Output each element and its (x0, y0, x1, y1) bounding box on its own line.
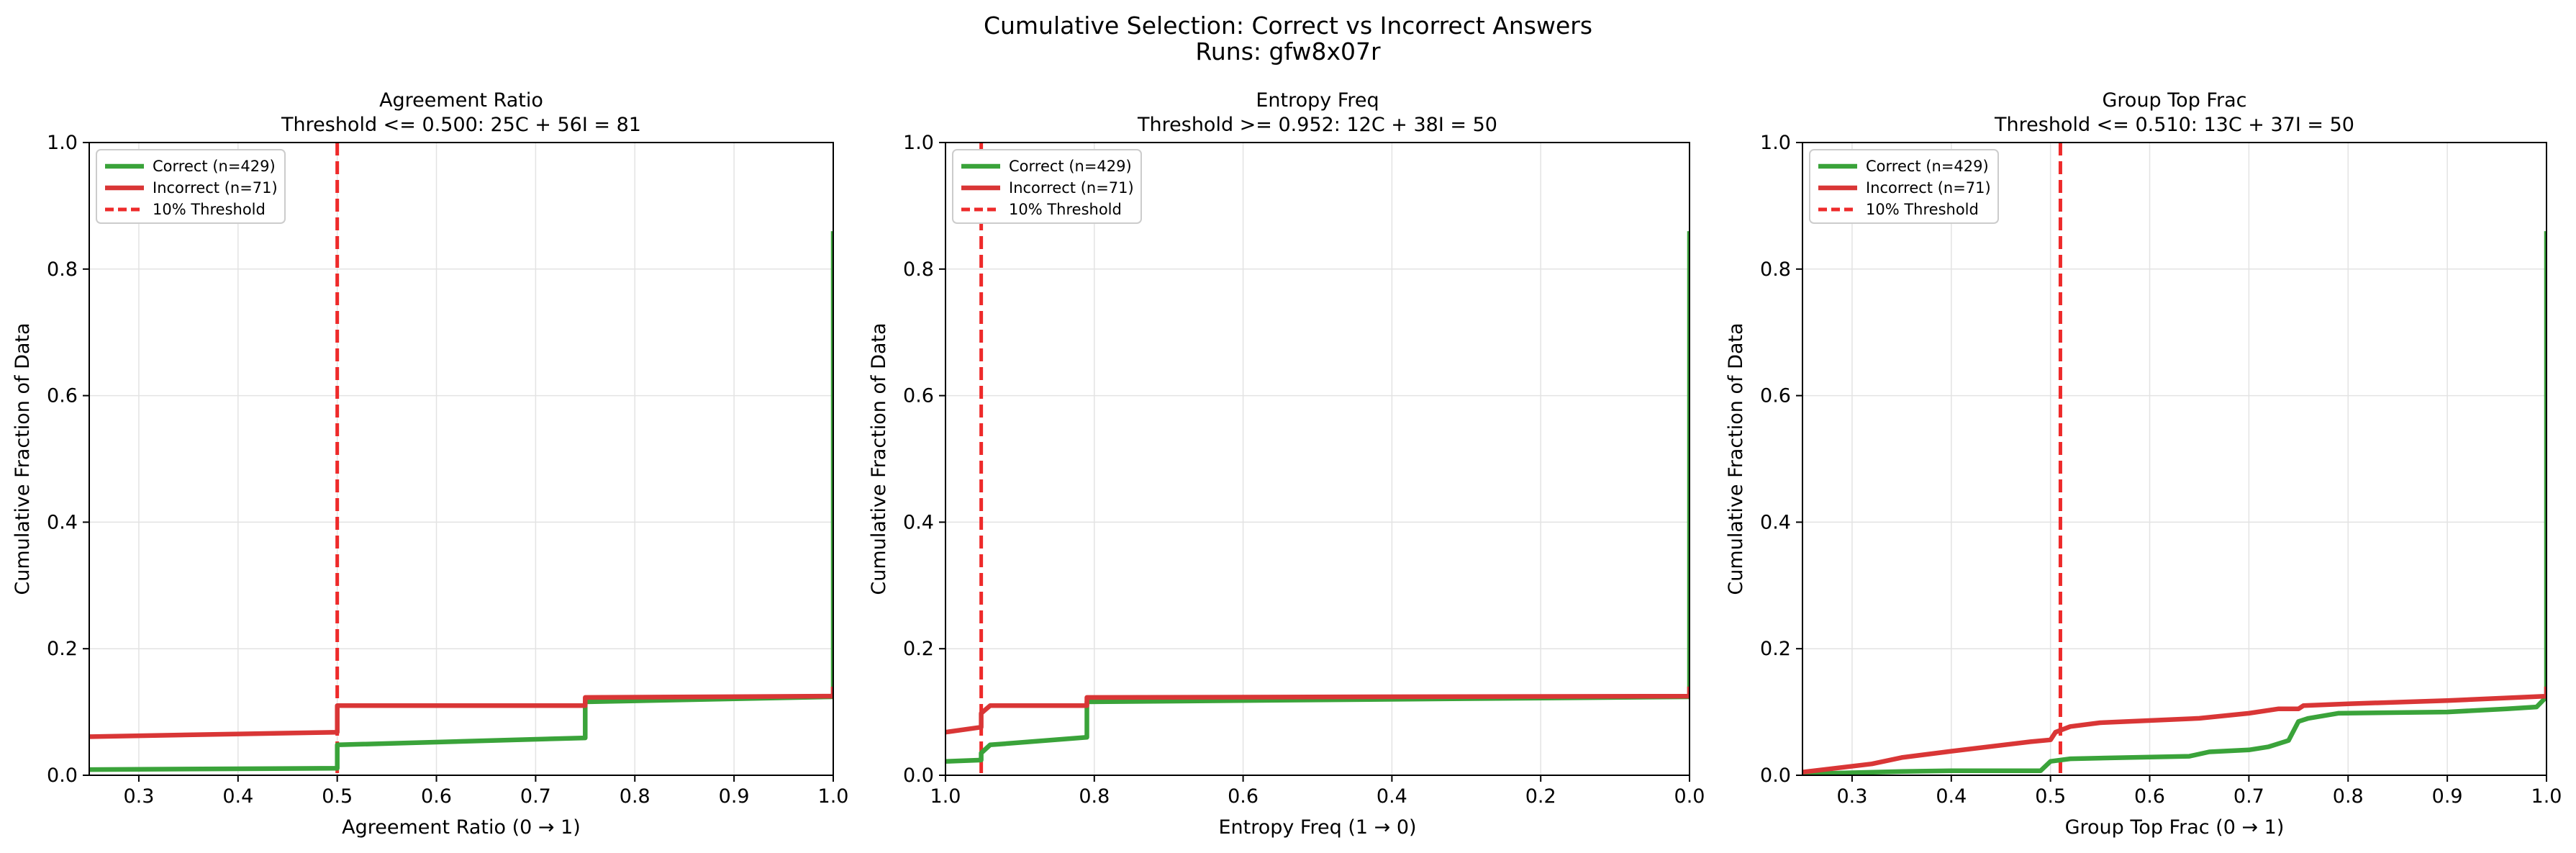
x-tick-label: 0.6 (1228, 785, 1258, 808)
axes-frame (945, 142, 1690, 776)
y-tick-label: 1.0 (47, 132, 78, 154)
panel-threshold-summary: Threshold >= 0.952: 12C + 38I = 50 (1137, 114, 1497, 136)
legend-incorrect-label: Incorrect (n=71) (1866, 179, 1991, 197)
legend-incorrect-label: Incorrect (n=71) (1009, 179, 1134, 197)
y-tick-label: 0.2 (1760, 638, 1791, 660)
x-tick-label: 0.8 (1079, 785, 1110, 808)
y-axis-label: Cumulative Fraction of Data (868, 322, 890, 595)
x-tick-label: 0.3 (1836, 785, 1867, 808)
panel-title: Agreement Ratio (379, 89, 543, 112)
y-tick-label: 0.6 (47, 385, 78, 407)
x-tick-label: 0.9 (719, 785, 750, 808)
x-axis-label: Group Top Frac (0 → 1) (2065, 816, 2285, 839)
x-tick-label: 0.7 (520, 785, 551, 808)
y-tick-label: 0.6 (903, 385, 934, 407)
legend-correct-label: Correct (n=429) (1009, 158, 1132, 175)
incorrect-series-line (89, 686, 833, 739)
x-tick-label: 0.6 (2134, 785, 2165, 808)
y-tick-label: 0.6 (1760, 385, 1791, 407)
y-axis-label: Cumulative Fraction of Data (1725, 322, 1747, 595)
x-axis-label: Agreement Ratio (0 → 1) (342, 816, 581, 839)
y-tick-label: 0.4 (1760, 511, 1791, 533)
y-tick-label: 0.8 (903, 258, 934, 281)
x-tick-label: 1.0 (818, 785, 849, 808)
x-tick-label: 0.8 (620, 785, 650, 808)
x-tick-label: 0.4 (1377, 785, 1407, 808)
x-tick-label: 0.5 (322, 785, 353, 808)
y-tick-label: 1.0 (1760, 132, 1791, 154)
incorrect-series-line (945, 686, 1690, 735)
y-tick-label: 0.4 (47, 511, 78, 533)
y-tick-label: 0.0 (903, 764, 934, 787)
legend: Correct (n=429) Incorrect (n=71) 10% Thres… (96, 149, 286, 224)
y-tick-label: 0.2 (903, 638, 934, 660)
plot-area (89, 143, 833, 775)
figure-subtitle: Runs: gfw8x07r (1195, 37, 1381, 66)
x-tick-label: 0.2 (1525, 785, 1556, 808)
legend-threshold-label: 10% Threshold (153, 201, 266, 218)
incorrect-series-line (1802, 686, 2546, 775)
legend-threshold-label: 10% Threshold (1009, 201, 1122, 218)
figure-title: Cumulative Selection: Correct vs Incorre… (983, 12, 1593, 40)
correct-series-line (1802, 231, 2546, 775)
x-tick-label: 0.7 (2233, 785, 2264, 808)
x-tick-label: 0.3 (123, 785, 154, 808)
legend-correct-label: Correct (n=429) (153, 158, 276, 175)
axes-frame (1802, 142, 2547, 776)
axes-frame (89, 142, 834, 776)
panel-title: Entropy Freq (1256, 89, 1379, 112)
x-tick-label: 0.4 (1936, 785, 1967, 808)
y-tick-label: 0.8 (1760, 258, 1791, 281)
legend-incorrect-label: Incorrect (n=71) (153, 179, 278, 197)
x-tick-label: 0.0 (1674, 785, 1705, 808)
y-tick-label: 0.2 (47, 638, 78, 660)
x-tick-label: 1.0 (930, 785, 961, 808)
plot-area (1802, 143, 2546, 775)
panel-title: Group Top Frac (2103, 89, 2247, 112)
x-tick-label: 0.5 (2035, 785, 2066, 808)
x-tick-label: 0.9 (2432, 785, 2463, 808)
legend: Correct (n=429) Incorrect (n=71) 10% Thres… (952, 149, 1142, 224)
y-axis-label: Cumulative Fraction of Data (12, 322, 34, 595)
y-tick-label: 0.0 (47, 764, 78, 787)
x-tick-label: 0.8 (2333, 785, 2364, 808)
legend-correct-label: Correct (n=429) (1866, 158, 1989, 175)
plot-area (945, 143, 1690, 775)
x-tick-label: 1.0 (2531, 785, 2562, 808)
y-tick-label: 1.0 (903, 132, 934, 154)
legend: Correct (n=429) Incorrect (n=71) 10% Thres… (1809, 149, 1999, 224)
legend-threshold-label: 10% Threshold (1866, 201, 1979, 218)
panel-threshold-summary: Threshold <= 0.510: 13C + 37I = 50 (1994, 114, 2354, 136)
correct-series-line (945, 231, 1690, 764)
x-axis-label: Entropy Freq (1 → 0) (1218, 816, 1416, 839)
y-tick-label: 0.4 (903, 511, 934, 533)
panel-threshold-summary: Threshold <= 0.500: 25C + 56I = 81 (281, 114, 641, 136)
x-tick-label: 0.4 (222, 785, 253, 808)
y-tick-label: 0.0 (1760, 764, 1791, 787)
y-tick-label: 0.8 (47, 258, 78, 281)
correct-series-line (89, 231, 833, 772)
x-tick-label: 0.6 (421, 785, 452, 808)
